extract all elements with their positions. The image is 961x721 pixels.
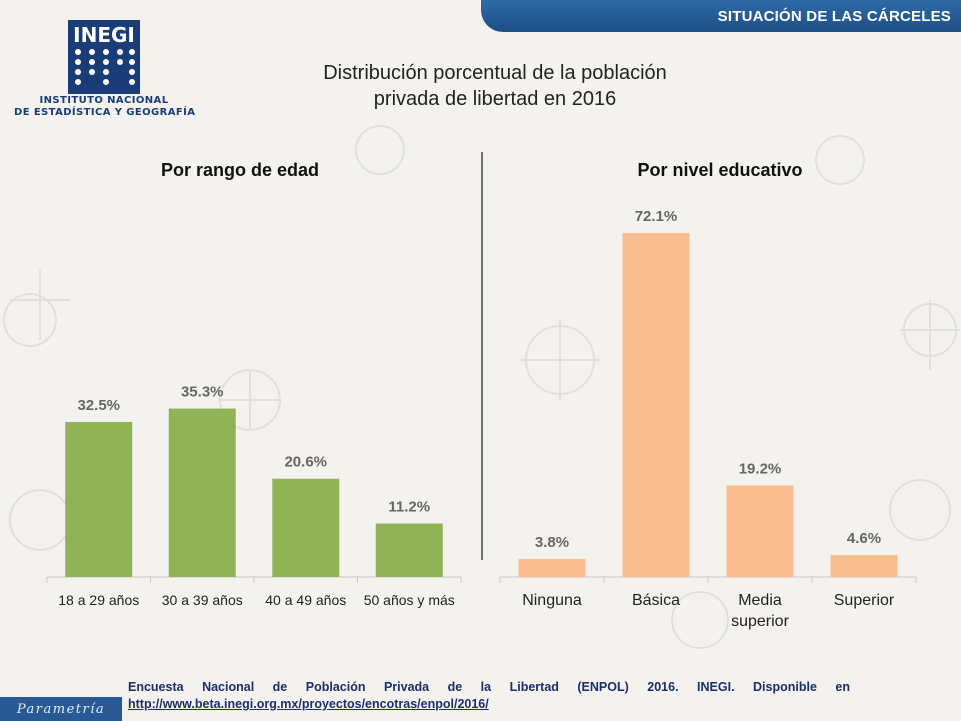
education-data-label: 3.8% <box>535 534 569 551</box>
main-title-line2: privada de libertad en 2016 <box>373 88 617 110</box>
age-category-label: 40 a 49 años <box>265 592 346 608</box>
education-category-label: superior <box>731 613 789 630</box>
age-bar <box>168 408 236 577</box>
header-bar: SITUACIÓN DE LAS CÁRCELES <box>481 0 961 32</box>
section-title: SITUACIÓN DE LAS CÁRCELES <box>717 7 951 25</box>
parametria-brand: Parametría <box>0 697 122 721</box>
education-bar <box>830 555 898 577</box>
inegi-logo: INEGI <box>68 20 140 94</box>
education-category-label: Media <box>738 592 782 609</box>
education-data-label: 4.6% <box>847 530 881 547</box>
age-category-label: 50 años y más <box>364 592 455 608</box>
education-category-label: Básica <box>632 592 680 609</box>
age-data-label: 11.2% <box>388 499 430 516</box>
main-title-line1: Distribución porcentual de la población <box>323 62 667 84</box>
age-bar <box>65 421 133 577</box>
age-category-label: 30 a 39 años <box>162 592 243 608</box>
logo-caption-line1: INSTITUTO NACIONAL <box>39 95 169 106</box>
education-bar <box>518 558 586 577</box>
age-chart-title: Por rango de edad <box>160 160 320 180</box>
education-bar <box>726 485 794 577</box>
logo-wordmark: INEGI <box>73 23 135 47</box>
age-category-label: 18 a 29 años <box>58 592 139 608</box>
age-data-label: 20.6% <box>284 454 327 471</box>
source-text: Encuesta Nacional de Población Privada d… <box>128 680 850 694</box>
age-bar <box>375 523 443 577</box>
logo-caption: INSTITUTO NACIONAL DE ESTADÍSTICA Y GEOG… <box>14 95 196 119</box>
education-data-label: 72.1% <box>635 208 678 225</box>
age-data-label: 32.5% <box>77 397 120 414</box>
education-category-label: Ninguna <box>522 592 582 609</box>
logo-caption-line2: DE ESTADÍSTICA Y GEOGRAFÍA <box>14 107 196 118</box>
source-link[interactable]: http://www.beta.inegi.org.mx/proyectos/e… <box>128 697 489 711</box>
education-category-label: Superior <box>834 592 895 609</box>
education-chart-title: Por nivel educativo <box>637 160 803 180</box>
source-note: Encuesta Nacional de Población Privada d… <box>128 679 850 713</box>
education-data-label: 19.2% <box>739 460 782 477</box>
panel-divider <box>481 152 483 560</box>
education-bar <box>622 233 690 577</box>
age-bar <box>272 478 340 577</box>
main-title: Distribución porcentual de la población … <box>280 60 710 112</box>
age-data-label: 35.3% <box>181 384 224 401</box>
